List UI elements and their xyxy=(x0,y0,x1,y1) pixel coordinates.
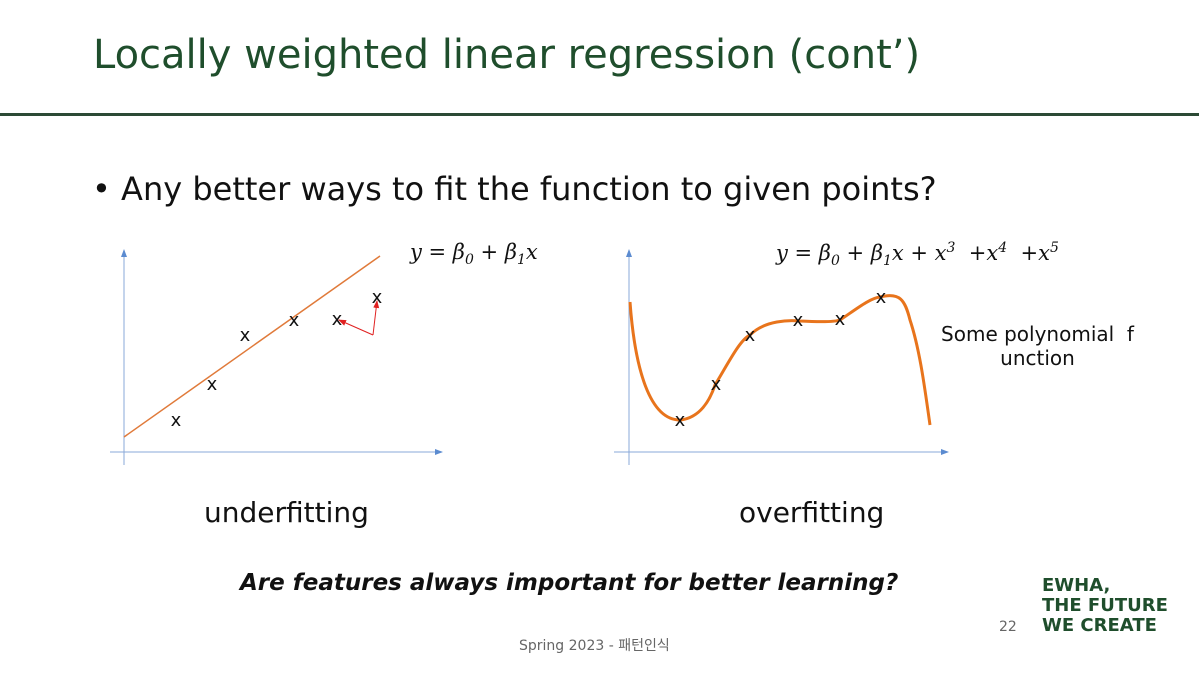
point-marker: x xyxy=(675,410,686,431)
page-number: 22 xyxy=(999,619,1017,635)
logo-line: WE CREATE xyxy=(1042,615,1157,636)
point-marker: x xyxy=(745,325,756,346)
point-marker: x xyxy=(240,325,251,346)
left-formula: y = β0 + β1x xyxy=(410,240,538,268)
residual-arrow xyxy=(372,300,380,336)
note: Some polynomial f unction xyxy=(935,322,1140,370)
title-rule xyxy=(0,113,1199,116)
fit-line xyxy=(123,255,381,438)
question: Are features always important for better… xyxy=(240,570,899,596)
logo-line: EWHA, xyxy=(1042,575,1111,596)
f: 0 xyxy=(464,252,474,269)
right-formula: y = β0 + β1x + x3 +x4 +x5 xyxy=(776,240,1059,269)
f: + β xyxy=(839,241,883,265)
f: y = β xyxy=(410,240,465,264)
point-marker: x xyxy=(793,310,804,331)
f: 1 xyxy=(516,252,526,269)
residual-arrow xyxy=(338,319,374,336)
f: 5 xyxy=(1049,240,1059,256)
point-marker: x xyxy=(835,309,846,330)
f: 3 xyxy=(946,240,956,256)
fit-curve xyxy=(628,294,932,426)
f: 0 xyxy=(830,253,840,270)
point-marker: x xyxy=(289,310,300,331)
bullet: • Any better ways to fit the function to… xyxy=(92,170,937,208)
left-caption: underfitting xyxy=(204,496,369,529)
f: x + x xyxy=(891,241,947,265)
footer: Spring 2023 - 패턴인식 xyxy=(519,638,670,654)
f: x xyxy=(525,240,538,264)
point-marker: x xyxy=(171,410,182,431)
point-marker: x xyxy=(207,374,218,395)
f: + β xyxy=(473,240,517,264)
f: +x xyxy=(1007,241,1050,265)
f: 4 xyxy=(998,240,1008,256)
f: 1 xyxy=(882,253,892,270)
point-marker: x xyxy=(711,374,722,395)
logo-line: THE FUTURE xyxy=(1042,595,1168,616)
note-line: Some polynomial f xyxy=(941,322,1134,346)
f: y = β xyxy=(776,241,831,265)
right-caption: overfitting xyxy=(739,496,885,529)
point-marker: x xyxy=(372,287,383,308)
point-marker: x xyxy=(332,309,343,330)
point-marker: x xyxy=(876,287,887,308)
f: +x xyxy=(955,241,999,265)
logo: EWHA, THE FUTURE WE CREATE xyxy=(1042,576,1168,636)
bullet-text: Any better ways to fit the function to g… xyxy=(121,170,937,208)
title: Locally weighted linear regression (cont… xyxy=(93,32,921,78)
note-line: unction xyxy=(1000,346,1075,370)
